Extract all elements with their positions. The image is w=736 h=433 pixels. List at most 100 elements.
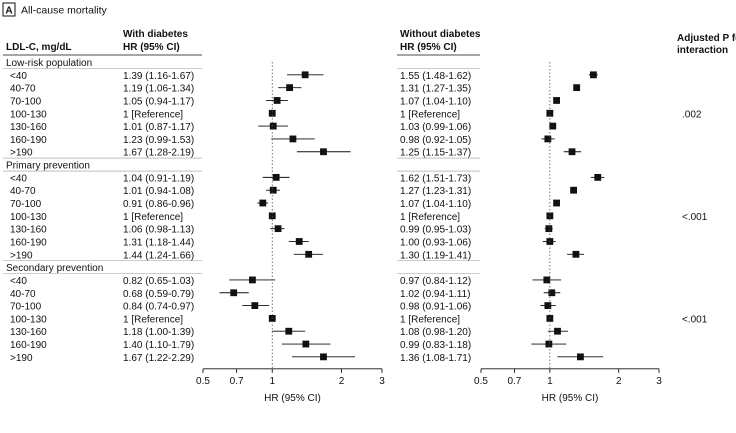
x-axis-tick-label: 0.7	[507, 376, 521, 387]
x-axis-tick-label: 3	[379, 376, 385, 387]
hr-ci-label: 0.82 (0.65-1.03)	[123, 276, 194, 287]
interaction-header-line2: interaction	[677, 45, 728, 56]
hr-ci-label: 0.91 (0.86-0.96)	[123, 199, 194, 210]
hr-point-marker	[320, 353, 327, 361]
hr-ci-label: 1.27 (1.23-1.31)	[400, 186, 471, 197]
hr-ci-label: 1.02 (0.94-1.11)	[400, 289, 470, 300]
hr-point-marker	[570, 186, 578, 194]
row-label: 40-70	[10, 186, 36, 197]
group2-sub: HR (95% CI)	[400, 42, 457, 53]
hr-ci-label: 1 [Reference]	[400, 109, 460, 120]
hr-ci-label: 1.67 (1.22-2.29)	[123, 353, 194, 364]
hr-ci-label: 0.97 (0.84-1.12)	[400, 276, 471, 287]
hr-point-marker	[572, 250, 580, 258]
row-label: 160-190	[10, 340, 47, 351]
hr-ci-label: 1.67 (1.28-2.19)	[123, 148, 194, 159]
hr-point-marker	[251, 302, 259, 309]
hr-ci-label: 1.62 (1.51-1.73)	[400, 173, 471, 184]
hr-point-marker	[301, 71, 309, 79]
row-label: 160-190	[10, 135, 47, 146]
row-label: <40	[10, 173, 27, 184]
row-label: 160-190	[10, 237, 47, 248]
hr-point-marker	[548, 289, 556, 297]
row-label: 100-130	[10, 109, 47, 120]
x-axis-title: HR (95% CI)	[542, 393, 599, 404]
hr-ci-label: 1.08 (0.98-1.20)	[400, 327, 471, 338]
hr-ci-label: 1.44 (1.24-1.66)	[123, 250, 194, 261]
hr-ci-label: 1 [Reference]	[123, 109, 183, 120]
hr-point-marker	[269, 122, 277, 130]
hr-point-marker	[553, 97, 560, 104]
interaction-header-line1: Adjusted P for	[677, 33, 736, 44]
hr-ci-label: 1.39 (1.16-1.67)	[123, 71, 194, 82]
hr-ci-label: 1.06 (0.98-1.13)	[123, 225, 194, 236]
p-interaction-value: <.001	[682, 314, 708, 325]
section-label: Low-risk population	[6, 58, 92, 69]
hr-point-marker	[543, 276, 551, 284]
hr-point-marker	[273, 97, 281, 104]
hr-ci-label: 1.40 (1.10-1.79)	[123, 340, 194, 351]
hr-point-marker	[249, 276, 256, 284]
hr-point-marker	[549, 122, 557, 130]
x-axis-tick-label: 0.5	[196, 376, 210, 387]
hr-point-marker	[259, 199, 267, 207]
hr-ci-label: 0.68 (0.59-0.79)	[123, 289, 194, 300]
x-axis-tick-label: 3	[656, 376, 662, 387]
hr-ci-label: 1.18 (1.00-1.39)	[123, 327, 194, 338]
group2-title: Without diabetes	[400, 29, 481, 40]
panel-title: All-cause mortality	[21, 5, 108, 17]
hr-ci-label: 1.04 (0.91-1.19)	[123, 173, 194, 184]
row-label: 130-160	[10, 327, 47, 338]
hr-ci-label: 1.19 (1.06-1.34)	[123, 84, 194, 95]
row-label: 130-160	[10, 225, 47, 236]
panel-badge	[2, 2, 16, 17]
row-label-header: LDL-C, mg/dL	[6, 42, 72, 53]
hr-ci-label: 1.31 (1.18-1.44)	[123, 237, 194, 248]
row-label: 70-100	[10, 302, 42, 313]
x-axis-tick-label: 1	[547, 376, 553, 387]
hr-point-marker	[545, 340, 553, 348]
row-label: 100-130	[10, 314, 47, 325]
hr-point-marker	[594, 173, 602, 181]
x-axis-tick-label: 2	[616, 376, 622, 387]
hr-point-marker	[272, 173, 280, 181]
hr-point-marker	[286, 84, 294, 92]
hr-ci-label: 0.99 (0.95-1.03)	[400, 225, 471, 236]
hr-ci-label: 0.98 (0.92-1.05)	[400, 135, 471, 146]
row-label: >190	[10, 148, 33, 159]
hr-point-marker	[295, 238, 303, 245]
hr-point-marker	[268, 109, 276, 117]
hr-point-marker	[289, 135, 297, 143]
hr-point-marker	[274, 225, 282, 233]
hr-ci-label: 1 [Reference]	[400, 212, 460, 223]
section-label: Primary prevention	[6, 161, 90, 172]
hr-ci-label: 1.03 (0.99-1.06)	[400, 122, 471, 133]
hr-point-marker	[302, 340, 310, 348]
row-label: 100-130	[10, 212, 47, 223]
hr-point-marker	[230, 289, 238, 297]
hr-ci-label: 1.23 (0.99-1.53)	[123, 135, 194, 146]
hr-ci-label: 1.36 (1.08-1.71)	[400, 353, 471, 364]
hr-point-marker	[269, 186, 277, 194]
row-label: 70-100	[10, 96, 42, 107]
hr-point-marker	[553, 199, 560, 207]
hr-point-marker	[285, 327, 293, 335]
hr-ci-label: 1.07 (1.04-1.10)	[400, 96, 471, 107]
hr-point-marker	[573, 84, 581, 92]
row-label: 130-160	[10, 122, 47, 133]
row-label: <40	[10, 71, 27, 82]
row-label: >190	[10, 250, 33, 261]
row-label: <40	[10, 276, 27, 287]
hr-ci-label: 0.99 (0.83-1.18)	[400, 340, 471, 351]
hr-ci-label: 1.01 (0.94-1.08)	[123, 186, 194, 197]
hr-point-marker	[305, 250, 313, 258]
row-label: >190	[10, 353, 33, 364]
hr-ci-label: 1 [Reference]	[123, 212, 183, 223]
section-label: Secondary prevention	[6, 263, 103, 274]
hr-ci-label: 1.31 (1.27-1.35)	[400, 84, 471, 95]
panel-letter: A	[5, 6, 12, 17]
hr-point-marker	[577, 353, 584, 361]
hr-ci-label: 1.55 (1.48-1.62)	[400, 71, 471, 82]
x-axis-tick-label: 2	[339, 376, 345, 387]
